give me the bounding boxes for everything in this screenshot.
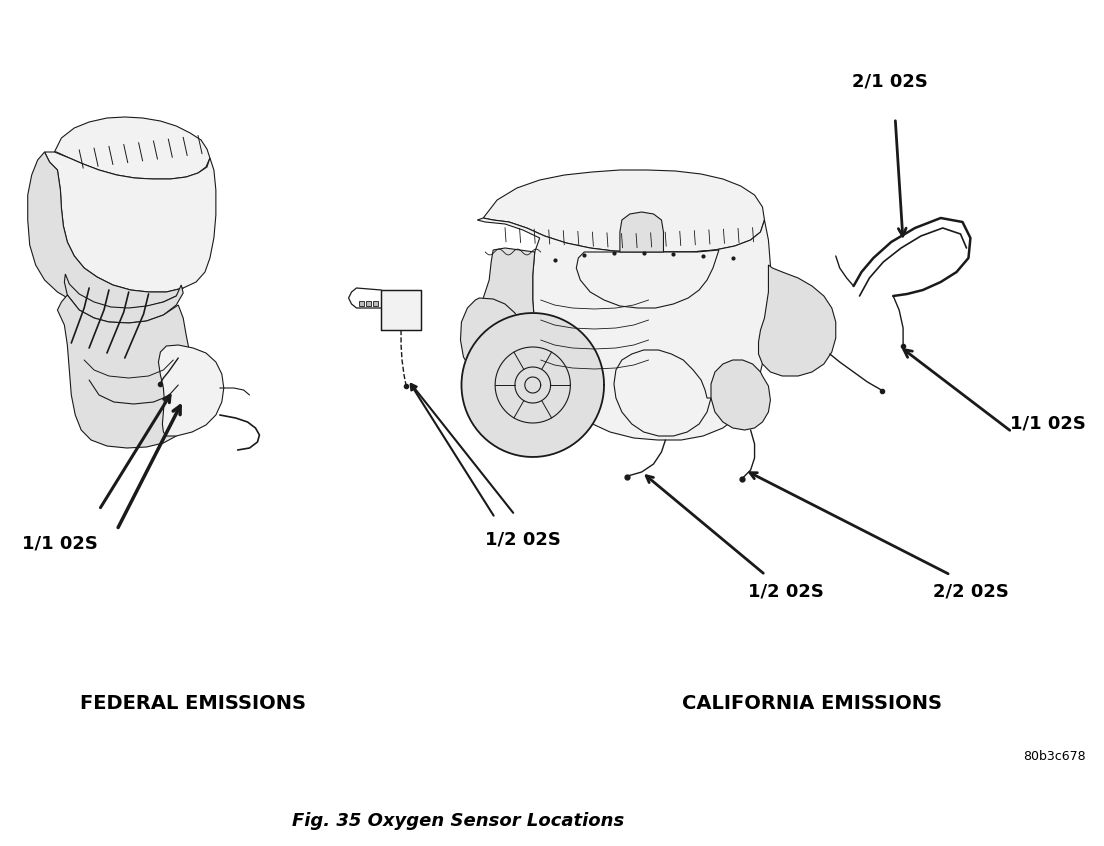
Polygon shape xyxy=(576,250,719,308)
Polygon shape xyxy=(57,295,194,448)
Polygon shape xyxy=(619,212,664,252)
Polygon shape xyxy=(711,360,771,430)
Text: 2/1 02S: 2/1 02S xyxy=(851,72,927,90)
Polygon shape xyxy=(484,170,764,252)
Polygon shape xyxy=(360,301,364,306)
Polygon shape xyxy=(614,350,711,436)
Text: 1/2 02S: 1/2 02S xyxy=(486,530,561,548)
Polygon shape xyxy=(64,274,183,323)
Polygon shape xyxy=(469,248,551,412)
Polygon shape xyxy=(28,152,183,310)
Polygon shape xyxy=(54,117,210,179)
Polygon shape xyxy=(758,265,836,376)
Polygon shape xyxy=(159,345,224,436)
Polygon shape xyxy=(461,313,604,457)
Text: 1/1 02S: 1/1 02S xyxy=(22,535,97,553)
Text: FEDERAL EMISSIONS: FEDERAL EMISSIONS xyxy=(81,694,306,713)
Text: 1/2 02S: 1/2 02S xyxy=(747,583,824,601)
Polygon shape xyxy=(367,301,371,306)
Text: Fig. 35 Oxygen Sensor Locations: Fig. 35 Oxygen Sensor Locations xyxy=(293,812,625,830)
Polygon shape xyxy=(477,218,771,440)
Polygon shape xyxy=(381,290,421,330)
Text: 2/2 02S: 2/2 02S xyxy=(933,583,1009,601)
Text: 80b3c678: 80b3c678 xyxy=(1023,750,1085,763)
Polygon shape xyxy=(373,301,379,306)
Text: CALIFORNIA EMISSIONS: CALIFORNIA EMISSIONS xyxy=(682,694,942,713)
Polygon shape xyxy=(44,152,216,292)
Polygon shape xyxy=(460,298,524,381)
Text: 1/1 02S: 1/1 02S xyxy=(1010,415,1086,433)
